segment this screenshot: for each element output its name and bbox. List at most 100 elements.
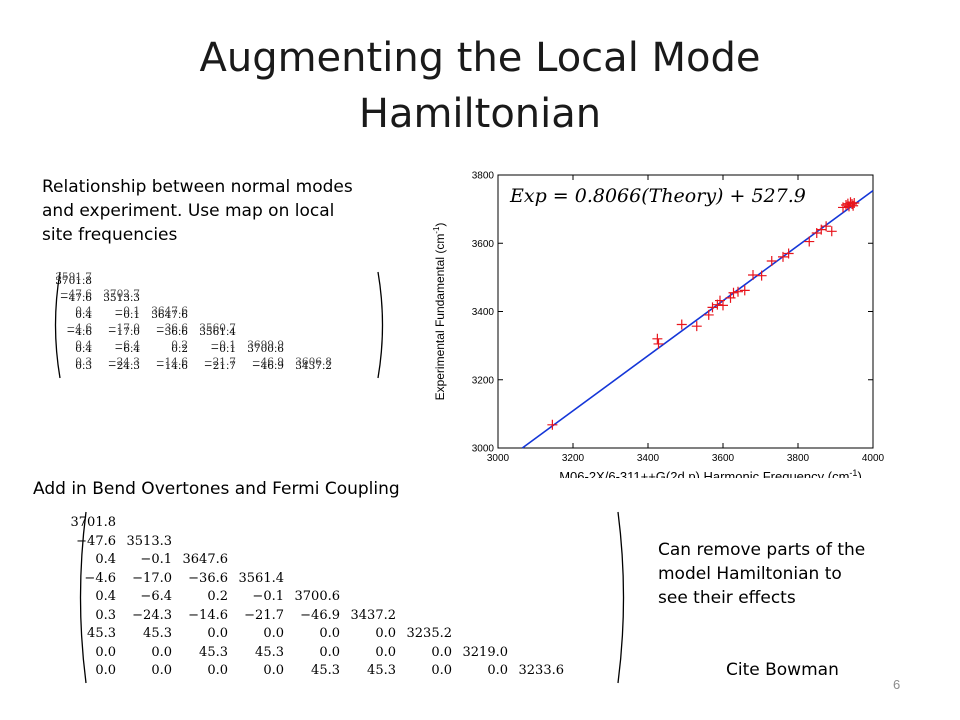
overlay-cell: 0.3 (75, 356, 92, 368)
matrix-cell: 0.0 (95, 644, 116, 660)
matrix-cell: 0.4 (75, 309, 92, 321)
matrix-cell: 0.0 (151, 644, 172, 660)
relationship-caption-line-2: and experiment. Use map on local (42, 201, 335, 221)
matrix-cell: 3647.6 (182, 552, 229, 567)
matrix-cell: 45.3 (367, 663, 396, 678)
x-axis-label-end: ) (857, 469, 861, 478)
matrix-cell: 0.4 (95, 552, 116, 567)
matrix-cell: −6.4 (114, 343, 141, 355)
data-point (676, 319, 687, 330)
y-tick-label: 3800 (472, 171, 495, 182)
matrix-cell: −17.0 (132, 570, 172, 586)
matrix-cell: −36.6 (188, 570, 228, 586)
data-point (847, 199, 857, 210)
data-point (783, 248, 794, 259)
matrix-cell: 0.0 (431, 644, 452, 660)
overlay-cell: 3606.8 (295, 356, 332, 368)
overlay-cell: −17.0 (107, 322, 140, 334)
matrix-cell: −4.6 (66, 326, 93, 338)
overlay-cell: 3699.9 (247, 339, 284, 351)
x-axis-label-sup: -1 (849, 468, 857, 478)
slide-title: Augmenting the Local Mode Hamiltonian (0, 30, 960, 142)
matrix-cell: 3513.3 (103, 292, 140, 304)
plot-frame (497, 174, 874, 449)
y-axis-label-text: Experimental Fundamental (cm (433, 234, 447, 401)
data-point (712, 299, 723, 310)
remove-parts-caption-line-2: model Hamiltonian to (658, 564, 842, 584)
matrix-cell: 3219.0 (462, 644, 509, 660)
y-tick-label: 3600 (472, 239, 495, 250)
matrix-cell: 3233.6 (518, 663, 565, 678)
overlay-cell: −47.6 (59, 288, 92, 300)
cite-bowman-note: Cite Bowman (726, 660, 839, 680)
matrix-cell: −36.6 (155, 326, 188, 338)
slide-title-line-1: Augmenting the Local Mode (199, 35, 761, 81)
data-point (725, 292, 736, 303)
fit-equation: Exp = 0.8066(Theory) + 527.9 (509, 185, 806, 207)
data-point (547, 419, 558, 430)
matrix-cell: 0.0 (431, 663, 452, 678)
matrix-cell: −24.3 (107, 360, 140, 372)
data-point (653, 338, 664, 349)
matrix-cell: −6.4 (140, 589, 172, 604)
relationship-caption: Relationship between normal modes and ex… (42, 175, 353, 247)
matrix-cell: 0.3 (95, 607, 116, 623)
matrix-cell: 0.0 (207, 626, 228, 641)
matrix-cell: 0.0 (263, 663, 284, 678)
matrix-cell: 0.0 (263, 626, 284, 641)
x-tick-label: 4000 (862, 453, 885, 464)
matrix-cell: 3647.6 (151, 309, 188, 321)
matrix-cell: 3437.2 (295, 360, 332, 372)
matrix-cell: 45.3 (87, 626, 116, 641)
matrix-cell: 0.0 (151, 663, 172, 678)
data-point (739, 285, 750, 296)
data-point (826, 226, 837, 237)
x-tick-label: 3600 (712, 453, 735, 464)
matrix-cell: 0.0 (487, 663, 508, 678)
matrix-cell: −24.3 (132, 607, 172, 623)
matrix-cell: 3513.3 (126, 533, 173, 549)
overlay-cell: −0.1 (114, 305, 141, 317)
matrix-cell: 0.2 (207, 589, 228, 604)
matrix-cell: 3561.4 (238, 570, 285, 586)
x-axis-label: M06-2X/6-311++G(2d,p) Harmonic Frequency… (559, 468, 862, 478)
augmented-hamiltonian-matrix: 3701.8 −47.6 3513.3 0.4 −0.1 3647.6 −4.6 −17.0−… (71, 510, 630, 685)
data-point (778, 251, 788, 262)
matrix-cell: 0.3 (75, 360, 92, 372)
y-axis-label: Experimental Fundamental (cm-1) (432, 223, 447, 401)
matrix-cell: 0.2 (171, 343, 188, 355)
matrix-cell: −21.7 (203, 360, 236, 372)
matrix-cell: −14.6 (155, 360, 188, 372)
y-tick-label: 3200 (472, 375, 495, 386)
data-point (728, 287, 739, 298)
data-point (804, 236, 815, 247)
x-tick-label: 3800 (787, 453, 810, 464)
y-axis-label-end: ) (433, 223, 447, 227)
matrix-cell: 3701.8 (70, 515, 117, 530)
frequency-scatter-chart: 3000 3200 3400 3600 3800 4000 3000 3200 3400 3600… (432, 171, 885, 479)
data-point (733, 286, 743, 297)
matrix-cell: 45.3 (199, 644, 228, 660)
overlay-cell: −0.1 (210, 339, 237, 351)
matrix-cell: −46.9 (300, 607, 340, 623)
matrix-cell: 0.0 (375, 626, 396, 641)
y-tick-label: 3400 (472, 307, 495, 318)
matrix-cell: 3561.4 (199, 326, 236, 338)
data-point (652, 333, 663, 344)
x-tick-label: 3400 (637, 453, 660, 464)
data-point (718, 300, 728, 311)
x-tick-label: 3000 (487, 453, 510, 464)
x-tick-label: 3200 (562, 453, 585, 464)
matrix-cell: 0.4 (95, 589, 116, 604)
matrix-cell: 0.4 (75, 343, 92, 355)
y-axis-label-sup: -1 (432, 226, 441, 234)
page-number: 6 (893, 677, 901, 692)
matrix-cell: −4.6 (84, 570, 116, 586)
remove-parts-caption: Can remove parts of the model Hamiltonia… (658, 538, 865, 610)
overlay-cell: 0.2 (171, 339, 188, 351)
overlay-cell: 3647.6 (151, 305, 188, 317)
data-point (691, 321, 702, 332)
small-hamiltonian-matrix: 3701.8 −47.6 3513.3 0.4 −0.1 3647.6 −4.6 −17.0−… (50, 270, 388, 380)
data-point (848, 200, 859, 211)
matrix-cell: −17.0 (107, 326, 140, 338)
